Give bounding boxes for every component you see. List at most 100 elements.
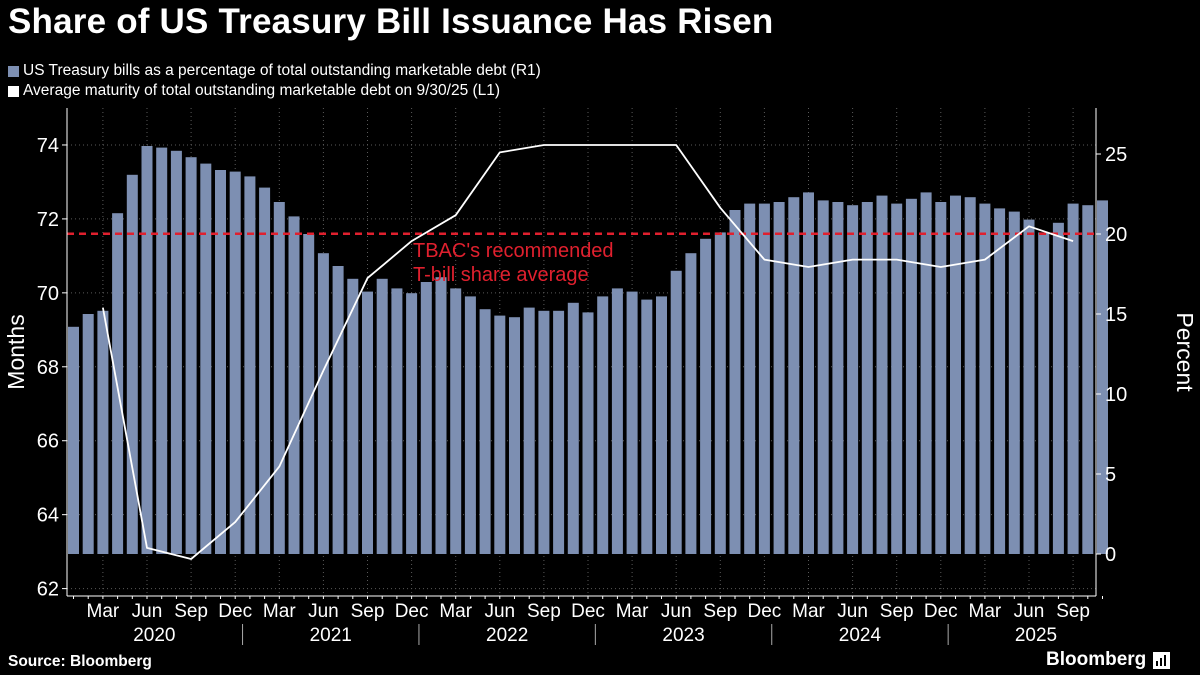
bar [979,203,991,554]
x-month-label: Jun [661,601,692,622]
bar [758,203,770,554]
bar [141,146,153,554]
bar [553,310,565,554]
brand-logo: Bloomberg [1046,649,1171,671]
bar [362,291,373,554]
left-tick-label: 62 [37,579,59,601]
bar [170,150,182,555]
x-year-label: 2022 [486,625,528,646]
bar [435,277,447,554]
legend-swatch-bills [8,65,19,77]
bar [347,278,359,554]
right-tick-label: 15 [1105,304,1127,326]
x-month-label: Mar [969,601,1002,622]
x-month-label: Mar [263,601,296,622]
right-tick-label: 0 [1105,544,1116,566]
x-year-label: 2020 [133,625,175,646]
x-year-label: 2025 [1015,625,1057,646]
bar [626,291,638,554]
x-month-label: Sep [527,601,561,622]
reference-line-label: T-bill share average [413,264,589,286]
x-month-label: Mar [87,601,120,622]
legend-label-bills: US Treasury bills as a percentage of tot… [23,62,541,79]
x-year-label: 2024 [839,625,882,646]
reference-line-label: TBAC's recommended [413,240,614,262]
bar [185,157,197,554]
bar [450,288,462,554]
bar [82,314,94,554]
x-year-label: 2021 [310,625,352,646]
bar [509,317,520,554]
bar [950,195,961,554]
bar [259,187,271,554]
left-tick-label: 72 [37,209,59,231]
bar [1023,219,1035,554]
bar [744,203,756,554]
left-tick-label: 66 [37,431,59,453]
bar [817,200,829,554]
bar [1038,232,1050,554]
bar [832,202,844,554]
left-tick-label: 68 [37,357,59,379]
bar [126,174,138,555]
bar [582,312,594,554]
bar [670,270,682,554]
left-tick-label: 70 [37,283,59,305]
bloomberg-terminal-icon [1153,651,1171,669]
x-month-label: Jun [308,601,339,622]
x-month-label: Jun [484,601,515,622]
bar [803,192,814,554]
legend-item-bills: US Treasury bills as a percentage of tot… [8,61,541,81]
bar [641,299,653,554]
left-tick-label: 74 [37,135,59,157]
legend-swatch-maturity [8,85,19,97]
bar [876,195,888,554]
bar [494,315,506,554]
legend-label-maturity: Average maturity of total outstanding ma… [23,82,501,99]
bar [215,170,226,554]
right-tick-label: 5 [1105,464,1116,486]
bar [200,163,212,554]
bar [1008,211,1020,554]
source-note: Source: Bloomberg [8,653,152,670]
x-month-label: Dec [924,601,958,622]
bar [156,147,168,554]
x-month-label: Sep [174,601,208,622]
maturity-line [102,144,1074,560]
bar [920,192,932,554]
bar [685,253,697,554]
bar [788,197,800,554]
bar [847,205,859,554]
left-tick-label: 64 [37,505,59,527]
y-axis-label-right: Percent [1172,312,1198,392]
bar [317,253,329,554]
x-month-label: Dec [748,601,782,622]
x-year-label: 2023 [662,625,704,646]
x-month-label: Sep [880,601,914,622]
bar [714,232,726,554]
bar [391,288,403,554]
bar [406,293,418,554]
right-tick-label: 20 [1105,224,1127,246]
x-month-label: Mar [792,601,825,622]
x-month-label: Sep [351,601,385,622]
x-month-label: Jun [132,601,163,622]
bar [773,202,785,554]
bar [1067,203,1079,554]
bar [656,296,667,554]
bar [303,234,315,554]
bar [729,210,741,554]
bar [994,208,1006,554]
x-month-label: Mar [616,601,649,622]
bar [905,198,917,555]
x-month-label: Sep [1056,601,1090,622]
bar [1097,200,1108,554]
bar [597,296,609,554]
bar [244,176,256,554]
bar [229,171,241,554]
bar [97,310,109,554]
bar [376,278,388,554]
x-month-label: Mar [439,601,472,622]
legend: US Treasury bills as a percentage of tot… [8,61,541,101]
